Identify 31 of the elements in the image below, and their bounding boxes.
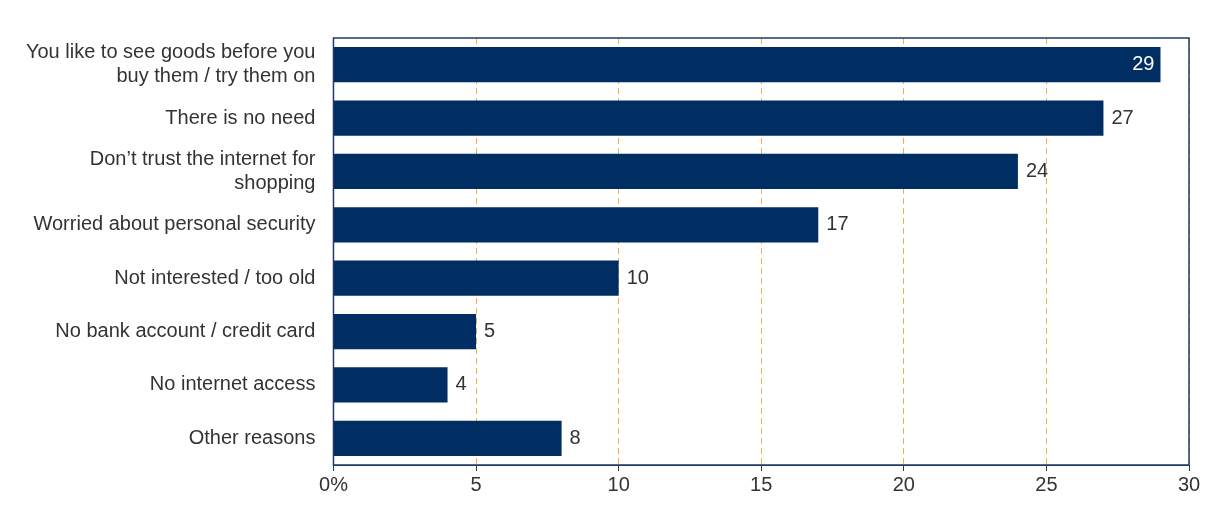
x-tick-label: 5: [470, 472, 482, 495]
bar: [333, 100, 1104, 136]
data-label: 4: [455, 372, 467, 395]
x-tick-label: 0%: [319, 472, 349, 495]
y-tick-label: Don’t trust the internet for shopping: [89, 146, 316, 193]
y-tick-label: Not interested / too old: [114, 265, 316, 288]
bar: [333, 313, 477, 350]
data-label: 29: [1132, 52, 1155, 75]
y-tick-label: Worried about personal security: [33, 212, 316, 235]
x-tick-label: 30: [1177, 472, 1201, 495]
data-label: 27: [1111, 105, 1134, 128]
x-tick-label: 25: [1035, 472, 1058, 495]
x-tick-label: 15: [750, 472, 773, 495]
data-label: 8: [569, 425, 581, 448]
y-tick-label: There is no need: [165, 105, 316, 128]
y-tick-label: You like to see goods before you buy them / try them on: [25, 40, 316, 87]
y-tick-label: Other reasons: [188, 425, 316, 448]
bar: [333, 207, 819, 243]
bar: [333, 153, 1018, 190]
y-tick-label: No bank account / credit card: [55, 319, 316, 342]
data-label: 5: [484, 319, 496, 342]
bar: [333, 420, 562, 456]
bar: [333, 47, 1161, 83]
x-tick-label: 10: [607, 472, 630, 495]
data-label: 24: [1025, 158, 1049, 181]
y-tick-label: No internet access: [149, 372, 316, 395]
data-label: 10: [626, 265, 649, 288]
bar: [333, 367, 448, 403]
data-label: 17: [826, 212, 849, 235]
bar: [333, 260, 619, 296]
x-tick-label: 20: [892, 472, 915, 495]
